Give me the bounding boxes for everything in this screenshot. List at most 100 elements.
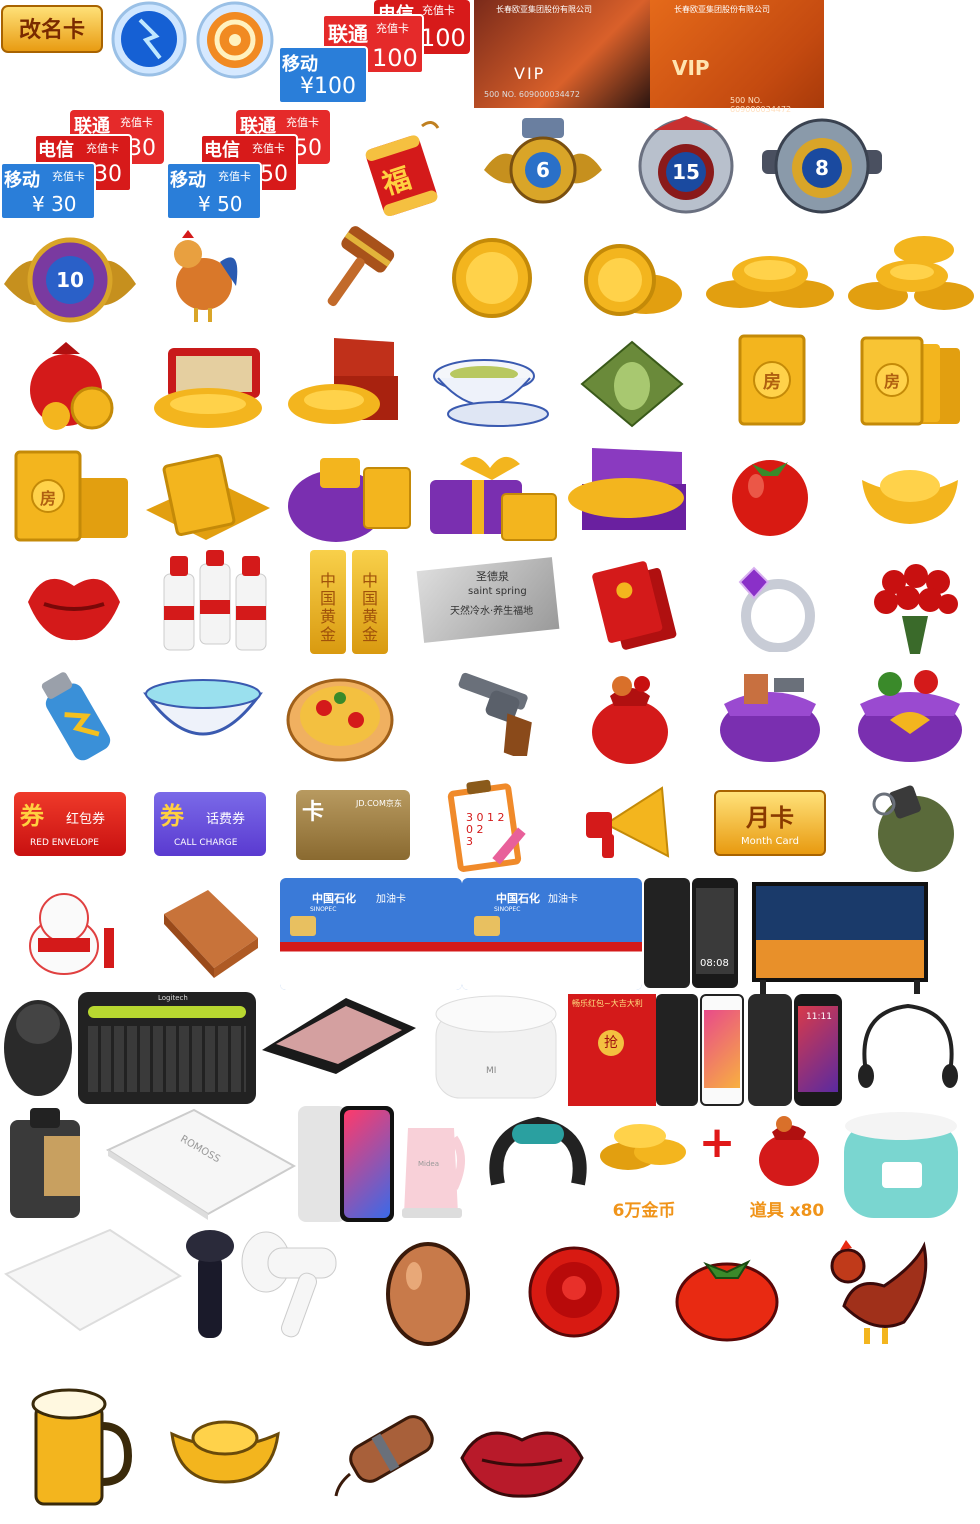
mobile-card: 移动 充值卡 ¥ 50 — [166, 162, 262, 220]
telecom-label: 电信 — [204, 140, 240, 161]
phone-time: 08:08 — [700, 958, 729, 969]
lottery-number: 2 — [476, 823, 484, 836]
card-label: 充值卡 — [252, 142, 285, 155]
purple-gift-bag-icon — [850, 660, 970, 764]
coupon-en: RED ENVELOPE — [30, 838, 99, 848]
chip-icon — [290, 916, 316, 936]
house-character: 房 — [763, 372, 781, 393]
bundle-coins-icon — [598, 1112, 688, 1200]
house-card-stack-icon: 房 — [12, 448, 132, 546]
tomato-cartoon-icon — [672, 1248, 782, 1342]
badge-number: 6 — [536, 158, 550, 182]
coupon-icon: 券 — [20, 802, 44, 830]
grenade-icon — [862, 778, 962, 876]
plus-sign: + — [698, 1117, 736, 1168]
level-badge-8: 8 — [760, 110, 884, 218]
target-orb-icon — [194, 0, 276, 80]
house-character: 房 — [883, 372, 900, 391]
mobile-label: 移动 — [170, 170, 206, 191]
yogurt-maker — [838, 1106, 964, 1222]
month-card: 月卡 Month Card — [714, 790, 826, 856]
level-badge-6: 6 — [474, 110, 612, 218]
card-value: ¥ 30 — [32, 192, 77, 216]
fuel-en: SINOPEC — [310, 906, 337, 913]
gold-coins-large-pile-icon — [844, 226, 978, 318]
kettle-brand: Midea — [418, 1160, 440, 1168]
lottery-clipboard: 3 0 1 2 0 2 3 — [444, 776, 534, 872]
unicom-card: 联通 充值卡 100 — [322, 14, 424, 74]
saint-spring-ticket: 圣德泉 saint spring 天然冷水·养生福地 — [416, 557, 560, 643]
liquor-bottles-icon — [160, 550, 270, 654]
card-label: 充值卡 — [422, 4, 455, 17]
mobile-label: 移动 — [4, 170, 40, 191]
mobile-card: 移动 充值卡 ¥ 30 — [0, 162, 96, 220]
card-value: ¥100 — [300, 74, 356, 99]
house-character: 房 — [39, 489, 56, 508]
card-value: 50 — [260, 162, 288, 187]
card-value: 100 — [420, 24, 466, 52]
gold-ingot-cartoon-icon — [168, 1414, 282, 1486]
phone-card-100-stack: 电信 充值卡 100 联通 充值卡 100 移动 ¥100 — [278, 0, 472, 104]
unicom-label: 联通 — [240, 116, 276, 137]
month-card-label: 月卡 — [746, 804, 794, 832]
lottery-number: 3 — [466, 835, 473, 848]
card-label: 充值卡 — [218, 170, 251, 183]
fitness-band — [478, 1104, 596, 1218]
television — [750, 880, 930, 994]
card-label: 充值卡 — [120, 116, 153, 129]
beer-mug-icon — [30, 1386, 133, 1508]
lottery-number: 3 — [466, 811, 473, 824]
hair-dryer — [238, 1226, 342, 1342]
dynamite-icon — [330, 1404, 446, 1498]
electric-shaver — [184, 1224, 238, 1340]
auction-hammer-icon — [298, 222, 410, 316]
purple-item-bag-icon — [714, 660, 826, 764]
lottery-number: 0 — [476, 811, 484, 824]
card-value: 30 — [94, 162, 122, 187]
vip-label: VIP — [514, 64, 546, 83]
porcelain-bowl-icon — [142, 674, 264, 760]
bundle-items-label: 道具 x80 — [749, 1201, 825, 1221]
egg-icon — [382, 1236, 474, 1346]
megaphone-icon — [582, 778, 676, 870]
fuel-brand: 中国石化 — [496, 892, 540, 905]
pizza-icon — [284, 664, 396, 764]
red-envelope-coupon: 券 红包券 RED ENVELOPE — [14, 792, 126, 856]
spray-can-icon — [30, 666, 118, 764]
gold-coins-small-pile-icon — [568, 236, 688, 320]
vip-number: 500 NO. 609000034472 — [484, 90, 580, 99]
power-bank: ROMOSS — [104, 1106, 298, 1222]
rename-card-label: 改名卡 — [18, 18, 85, 43]
call-charge-coupon: 券 话费券 CALL CHARGE — [154, 792, 266, 856]
coupon-label: 红包券 — [66, 812, 106, 827]
card-label: 充值卡 — [86, 142, 119, 155]
lucky-cat-icon — [8, 888, 128, 976]
vip-card-1: 长春欧亚集团股份有限公司 VIP 500 NO. 609000034472 — [474, 0, 650, 108]
mobile-card: 移动 ¥100 — [278, 46, 368, 104]
red-envelopes-icon — [590, 554, 682, 654]
oppo-phone — [656, 994, 744, 1106]
fuel-card-2: 中国石化 SINOPEC 加油卡 — [462, 878, 642, 990]
lips-cartoon-icon — [458, 1418, 586, 1500]
house-cards-icon: 房 — [858, 334, 964, 428]
rooster-cartoon-icon — [824, 1236, 936, 1346]
huawei-phone: 08:08 — [644, 878, 740, 988]
unicom-label: 联通 — [74, 116, 110, 137]
purple-gift-cards-icon — [420, 444, 560, 546]
coupon-en: CALL CHARGE — [174, 838, 238, 848]
ticket-title: 圣德泉 — [476, 570, 509, 583]
house-card-pile-icon — [142, 450, 274, 544]
lottery-number: 0 — [466, 823, 473, 836]
gold-ingot-icon — [858, 462, 962, 526]
card-value: 100 — [372, 44, 418, 72]
computer-mouse — [0, 994, 74, 1098]
smart-speaker: MI — [430, 992, 562, 1104]
card-label: 充值卡 — [52, 170, 85, 183]
purple-bag-cards-icon — [284, 442, 416, 546]
fuel-label: 加油卡 — [548, 894, 578, 905]
card-value: 50 — [294, 136, 322, 161]
diamond-ring-icon — [726, 560, 820, 653]
fuel-en: SINOPEC — [494, 906, 521, 913]
mi-logo: MI — [486, 1066, 497, 1076]
electric-grill — [256, 994, 420, 1076]
